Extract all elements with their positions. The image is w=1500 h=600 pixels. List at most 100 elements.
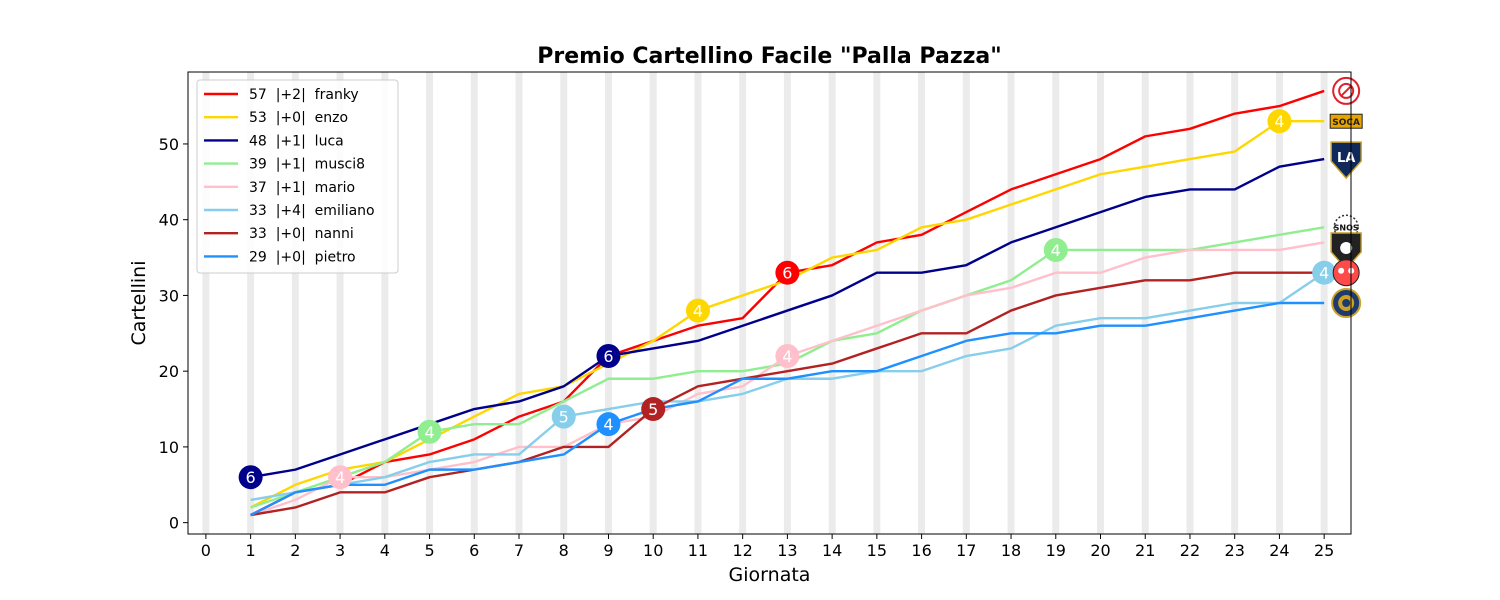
team-logo-luca: LA [1330,141,1362,180]
series-line-pietro [250,301,1325,517]
plot-frame [187,71,1352,535]
marker-label-luca: 6 [603,347,613,366]
background-band [1052,72,1060,534]
x-tick-label: 10 [643,541,663,560]
logo-shield [1330,141,1362,180]
marker-emiliano [1312,260,1337,285]
background-band [1186,72,1194,534]
x-tick-label: 12 [732,541,752,560]
x-tick-label: 14 [822,541,842,560]
team-logo-franky [1332,76,1361,105]
series-markers: 6 4 4 6 6 4 4 4 4 5 4 5 4 [238,109,1337,490]
background-band [470,72,478,534]
background-band [1141,72,1149,534]
background-band [202,72,210,534]
legend-label-franky: 57 |+2| franky [249,87,359,103]
legend-label-musci8: 39 |+1| musci8 [249,157,365,173]
background-band [828,72,836,534]
logo-emblem [1340,241,1353,254]
x-tick-label: 4 [380,541,390,560]
background-band [291,72,299,534]
x-tick-label: 9 [603,541,613,560]
marker-luca [238,465,263,490]
marker-label-enzo: 4 [693,302,703,321]
background-band [247,72,255,534]
y-tick-label: 0 [169,514,179,533]
background-band [873,72,881,534]
legend-label-emiliano: 33 |+4| emiliano [249,203,375,219]
legend-label-pietro: 29 |+0| pietro [249,249,356,265]
logo-text: LA [1337,151,1355,166]
team-logos: SOCA LA SNOS [1329,76,1363,318]
marker-label-emiliano: 5 [559,408,569,427]
logo-text: SNOS [1334,223,1359,232]
marker-label-pietro: 4 [603,415,613,434]
y-tick-label: 50 [159,135,179,154]
legend-label-mario: 37 |+1| mario [249,180,355,196]
marker-label-enzo: 4 [1274,112,1284,131]
x-tick-label: 3 [335,541,345,560]
background-band [962,72,970,534]
x-tick-label: 16 [911,541,931,560]
marker-label-mario: 4 [782,347,792,366]
team-logo-pietro [1331,288,1362,318]
x-tick-label: 0 [201,541,211,560]
y-tick-label: 40 [159,211,179,230]
legend: 57 |+2| franky 53 |+0| enzo 48 |+1| luca 39… [196,79,399,274]
x-tick-label: 17 [956,541,976,560]
x-tick-label: 7 [514,541,524,560]
marker-musci8 [1043,237,1068,262]
logo-mark [1340,85,1352,97]
x-tick-label: 19 [1046,541,1066,560]
series-line-nanni [250,271,1325,517]
marker-nanni [641,397,666,422]
x-tick-label: 11 [688,541,708,560]
marker-luca [596,344,621,369]
team-logo-emiliano [1332,259,1360,287]
x-tick-label: 8 [559,541,569,560]
marker-label-musci8: 4 [424,423,434,442]
marker-label-nanni: 5 [648,400,658,419]
background-band [515,72,523,534]
background-band [426,72,434,534]
x-tick-label: 23 [1225,541,1245,560]
y-tick-label: 20 [159,362,179,381]
marker-label-musci8: 4 [1051,241,1061,260]
marker-enzo [685,298,710,323]
background-band [381,72,389,534]
x-tick-label: 20 [1090,541,1110,560]
x-tick-label: 15 [867,541,887,560]
axis-ticks: 0 1 2 3 4 5 6 7 8 9 10 11 12 13 14 15 16 17 18 19 20 21 22 23 24… [159,135,1335,560]
marker-musci8 [417,419,442,444]
y-axis-label: Cartellini [128,260,150,345]
x-tick-label: 6 [469,541,479,560]
x-tick-label: 22 [1180,541,1200,560]
x-tick-label: 18 [1001,541,1021,560]
marker-franky [775,260,800,285]
team-logo-enzo: SOCA [1329,113,1363,129]
legend-label-enzo: 53 |+0| enzo [249,110,348,126]
y-tick-label: 30 [159,286,179,305]
legend-label-luca: 48 |+1| luca [249,133,344,149]
marker-pietro [596,412,621,437]
background-band [783,72,791,534]
logo-banner [1329,113,1363,129]
logo-text: SOCA [1332,118,1360,128]
logo-eye [1338,267,1345,274]
marker-label-emiliano: 4 [1319,264,1329,283]
x-tick-label: 5 [424,541,434,560]
background-band [604,72,612,534]
team-logo-mario [1330,232,1362,271]
x-tick-label: 2 [290,541,300,560]
marker-label-luca: 6 [246,468,256,487]
logo-face [1332,259,1360,287]
x-axis-label: Giornata [729,564,811,586]
background-band [918,72,926,534]
legend-box [196,79,399,274]
logo-center [1342,299,1351,307]
legend-label-nanni: 33 |+0| nanni [249,226,354,242]
background-band [1097,72,1105,534]
marker-emiliano [551,404,576,429]
background-band [739,72,747,534]
